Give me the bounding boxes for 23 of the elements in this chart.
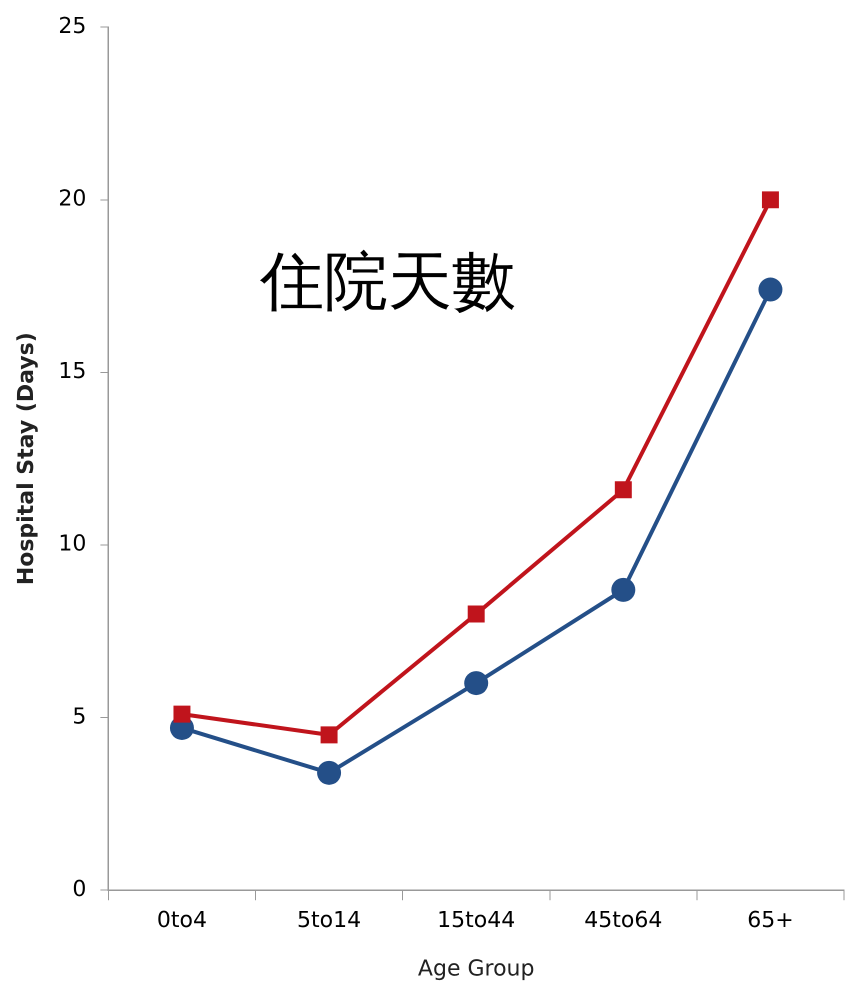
x-tick-label: 15to44 <box>437 908 516 934</box>
point <box>173 706 190 723</box>
y-tick-label: 15 <box>58 359 86 384</box>
x-tick-label: 65+ <box>747 908 794 934</box>
point <box>762 191 779 208</box>
y-tick-label: 25 <box>58 14 86 39</box>
point <box>614 481 632 498</box>
point <box>464 671 488 696</box>
x-tick-label: 0to4 <box>156 908 207 934</box>
point <box>468 606 485 623</box>
y-tick-label: 5 <box>72 704 86 730</box>
x-axis-title: Age Group <box>418 956 534 982</box>
point <box>317 760 342 785</box>
y-tick-label: 0 <box>72 876 86 902</box>
annotation: 住院天數 <box>258 246 516 317</box>
y-axis-title: Hospital Stay (Days) <box>14 332 39 586</box>
y-tick-label: 20 <box>58 186 86 212</box>
x-tick-label: 45to64 <box>584 908 662 934</box>
point <box>320 726 338 744</box>
y-tick-label: 10 <box>58 532 86 557</box>
point <box>611 578 636 602</box>
x-tick-label: 5to14 <box>297 908 362 934</box>
point <box>758 278 782 302</box>
